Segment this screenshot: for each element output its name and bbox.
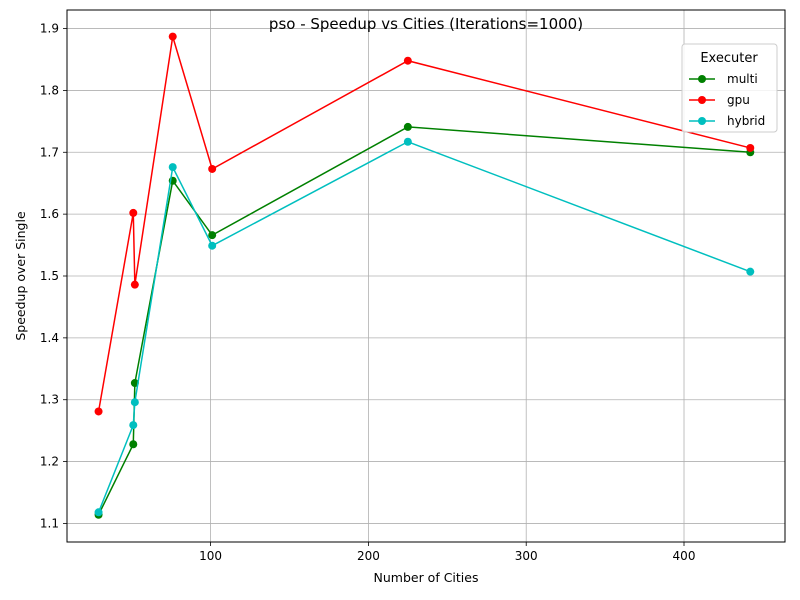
legend-marker-hybrid — [698, 117, 706, 125]
y-tick-label: 1.5 — [40, 269, 59, 283]
y-tick-label: 1.4 — [40, 331, 59, 345]
legend-item-hybrid: hybrid — [689, 114, 765, 128]
data-point-hybrid — [94, 508, 103, 517]
x-tick-label: 200 — [357, 549, 380, 563]
series-layer — [94, 32, 755, 519]
x-tick-label: 100 — [199, 549, 222, 563]
data-point-hybrid — [129, 421, 138, 430]
data-point-multi — [208, 231, 217, 240]
legend-item-gpu: gpu — [689, 93, 750, 107]
legend-item-multi: multi — [689, 72, 758, 86]
x-tick-label: 300 — [515, 549, 538, 563]
series-hybrid — [94, 137, 755, 517]
y-tick-label: 1.6 — [40, 207, 59, 221]
legend-label-multi: multi — [727, 72, 758, 86]
legend-label-gpu: gpu — [727, 93, 750, 107]
data-point-multi — [130, 379, 139, 388]
y-tick-label: 1.9 — [40, 22, 59, 36]
data-point-gpu — [208, 164, 217, 173]
y-tick-label: 1.3 — [40, 393, 59, 407]
legend-label-hybrid: hybrid — [727, 114, 765, 128]
legend-marker-gpu — [698, 96, 706, 104]
data-point-gpu — [746, 143, 755, 152]
chart-title: pso - Speedup vs Cities (Iterations=1000… — [269, 15, 583, 33]
y-axis-label: Speedup over Single — [13, 211, 28, 341]
data-point-gpu — [94, 407, 103, 416]
data-point-hybrid — [746, 267, 755, 276]
x-axis-label: Number of Cities — [374, 570, 479, 585]
y-tick-label: 1.1 — [40, 516, 59, 530]
data-point-hybrid — [130, 398, 139, 407]
data-point-gpu — [168, 32, 177, 41]
y-tick-label: 1.2 — [40, 455, 59, 469]
y-tick-label: 1.8 — [40, 83, 59, 97]
legend-items: multi gpu hybrid — [689, 72, 765, 128]
data-point-hybrid — [403, 137, 412, 146]
data-point-hybrid — [168, 163, 177, 172]
ticks: 100 200 300 400 1.1 1.2 1.3 1.4 1.5 1.6 1.7 1.8 1.9 — [40, 22, 696, 563]
data-point-gpu — [130, 280, 139, 289]
legend-title: Executer — [700, 51, 758, 66]
data-point-gpu — [129, 208, 138, 217]
legend-box — [681, 43, 778, 133]
grid — [67, 10, 785, 542]
y-tick-label: 1.7 — [40, 145, 59, 159]
data-point-hybrid — [208, 241, 217, 250]
series-gpu — [94, 32, 755, 416]
x-tick-label: 400 — [673, 549, 696, 563]
legend-marker-multi — [698, 75, 706, 83]
data-point-multi — [403, 122, 412, 131]
data-point-multi — [129, 440, 138, 449]
legend: Executer multi gpu hybrid — [681, 43, 778, 133]
data-point-gpu — [403, 56, 412, 65]
